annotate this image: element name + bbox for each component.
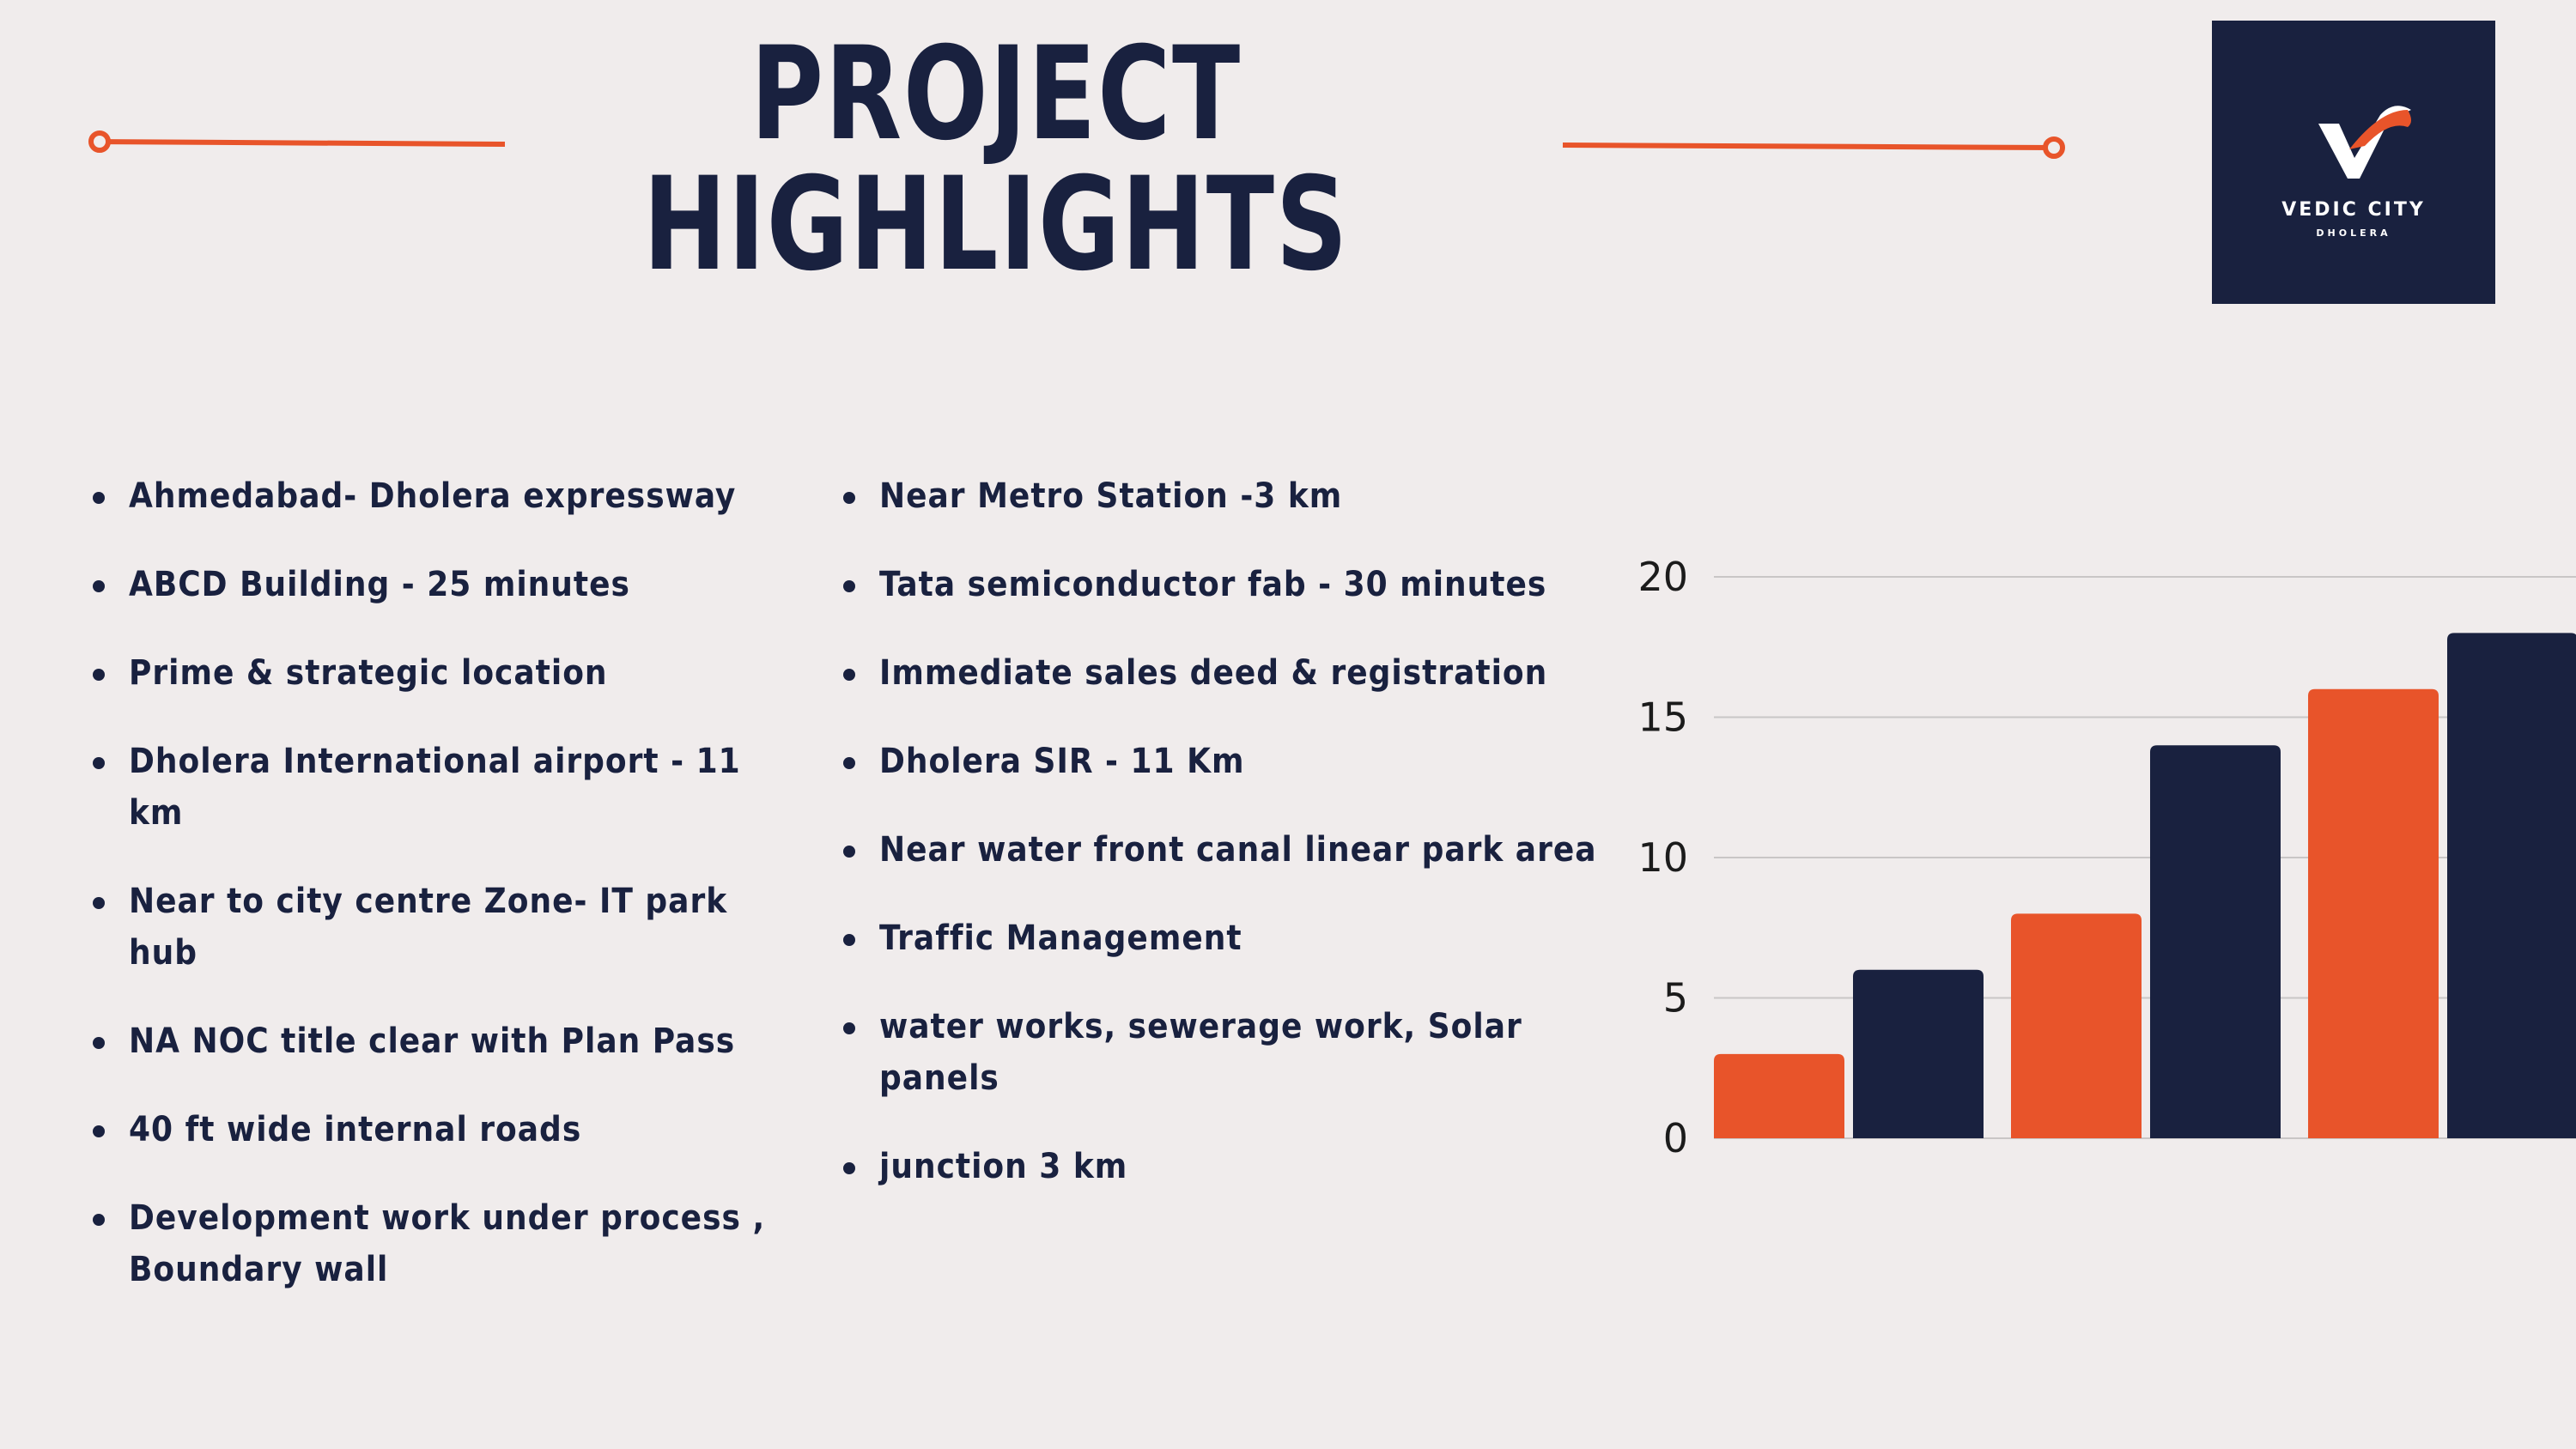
bar <box>1853 969 1984 1138</box>
bar <box>2150 745 2281 1138</box>
bar <box>2011 913 2142 1138</box>
list-item: NA NOC title clear with Plan Pass <box>91 1016 795 1067</box>
left-accent-dot <box>88 130 111 153</box>
logo-subtitle: DHOLERA <box>2316 227 2391 239</box>
check-mark-icon <box>2318 106 2411 179</box>
bar <box>1714 1053 1844 1138</box>
y-tick-label: 20 <box>1637 554 1688 600</box>
list-item: ABCD Building - 25 minutes <box>91 559 795 610</box>
y-tick-label: 10 <box>1637 834 1688 881</box>
list-item: Dholera SIR - 11 Km <box>841 736 1614 787</box>
list-item: Ahmedabad- Dholera expressway <box>91 470 795 522</box>
left-accent-line <box>99 139 506 147</box>
list-item: water works, sewerage work, Solar panels <box>841 1001 1614 1104</box>
right-accent-dot <box>2043 136 2065 159</box>
y-tick-label: 5 <box>1663 975 1688 1022</box>
y-tick-label: 0 <box>1663 1115 1688 1161</box>
decorative-lines <box>88 130 2065 159</box>
logo-name: VEDIC CITY <box>2281 199 2426 221</box>
list-item: Near to city centre Zone- IT park hub <box>91 876 795 979</box>
list-item: Development work under process , Boundar… <box>91 1192 795 1295</box>
list-item: junction 3 km <box>841 1141 1614 1192</box>
list-item: Dholera International airport - 11 km <box>91 736 795 839</box>
highlights-right-list: Near Metro Station -3 km Tata semiconduc… <box>841 470 1614 1229</box>
list-item: Traffic Management <box>841 912 1614 964</box>
page-title-line1: PROJECT <box>750 20 1242 169</box>
list-item: Near Metro Station -3 km <box>841 470 1614 522</box>
page-title-line2: HIGHLIGHTS <box>642 150 1350 300</box>
y-tick-label: 15 <box>1637 694 1688 741</box>
list-item: Near water front canal linear park area <box>841 824 1614 876</box>
bar <box>2308 688 2439 1138</box>
list-item: 40 ft wide internal roads <box>91 1104 795 1155</box>
list-item: Tata semiconductor fab - 30 minutes <box>841 559 1614 610</box>
bar <box>2447 633 2576 1138</box>
highlights-left-list: Ahmedabad- Dholera expressway ABCD Build… <box>91 470 795 1332</box>
bar-chart: 0 5 10 15 20 <box>1637 554 2576 1161</box>
list-item: Immediate sales deed & registration <box>841 647 1614 699</box>
right-accent-line <box>1562 142 2055 150</box>
logo: VEDIC CITY DHOLERA <box>2212 21 2495 304</box>
list-item: Prime & strategic location <box>91 647 795 699</box>
